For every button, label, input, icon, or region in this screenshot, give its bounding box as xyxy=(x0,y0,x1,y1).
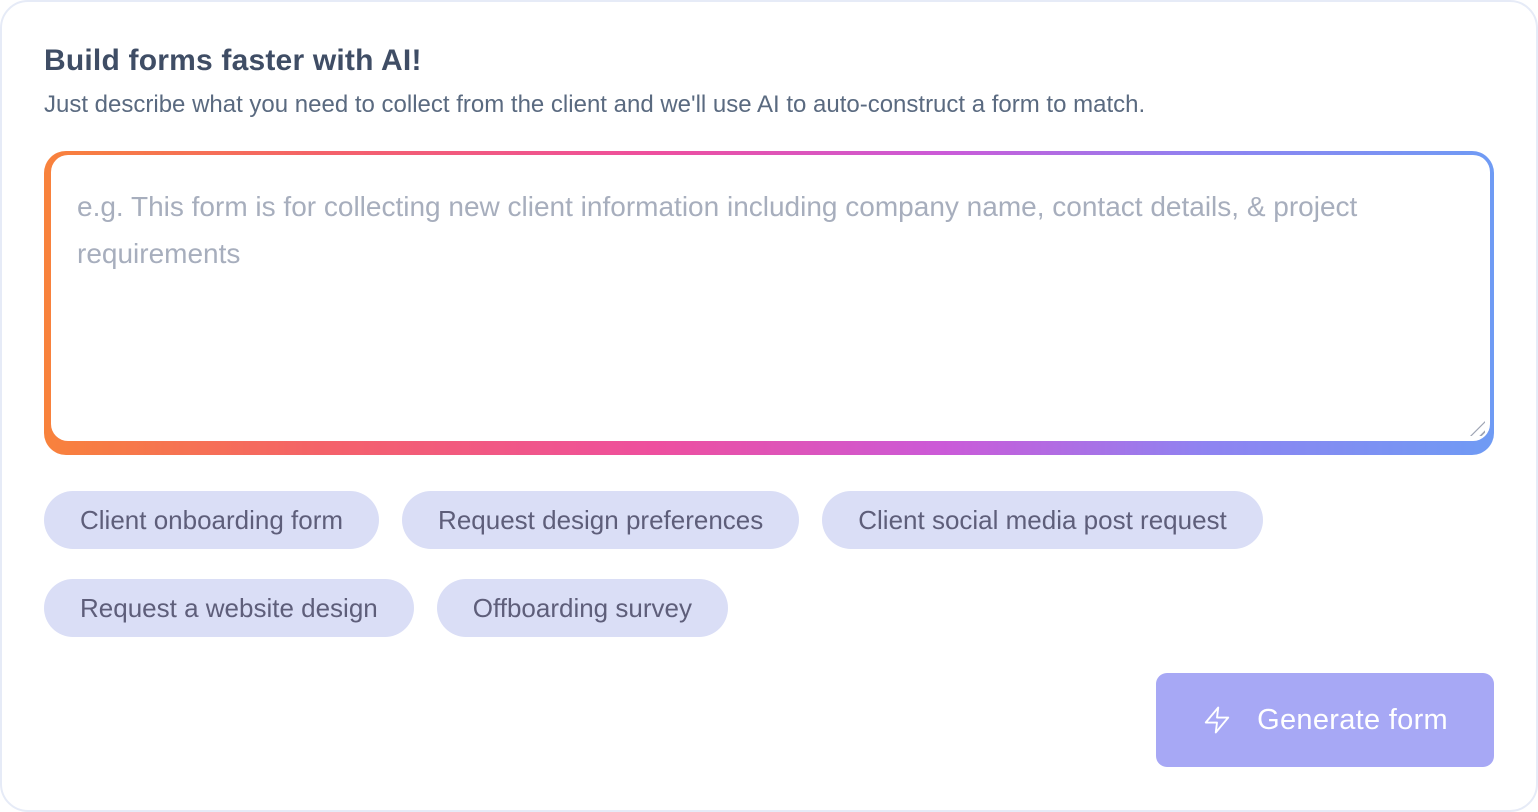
chip-client-social-media-post-request[interactable]: Client social media post request xyxy=(822,491,1263,549)
generate-form-button[interactable]: Generate form xyxy=(1156,673,1494,767)
chip-request-a-website-design[interactable]: Request a website design xyxy=(44,579,414,637)
suggestion-chips: Client onboarding form Request design pr… xyxy=(44,491,1344,637)
page-title: Build forms faster with AI! xyxy=(44,44,422,77)
prompt-gradient-border xyxy=(44,151,1494,455)
footer: Generate form xyxy=(44,673,1494,767)
chip-request-design-preferences[interactable]: Request design preferences xyxy=(402,491,800,549)
page-subtitle: Just describe what you need to collect f… xyxy=(44,91,1146,118)
zap-icon xyxy=(1202,705,1232,735)
chip-client-onboarding-form[interactable]: Client onboarding form xyxy=(44,491,380,549)
prompt-textarea[interactable] xyxy=(51,155,1490,441)
generate-form-label: Generate form xyxy=(1257,703,1448,736)
chip-offboarding-survey[interactable]: Offboarding survey xyxy=(436,579,728,637)
